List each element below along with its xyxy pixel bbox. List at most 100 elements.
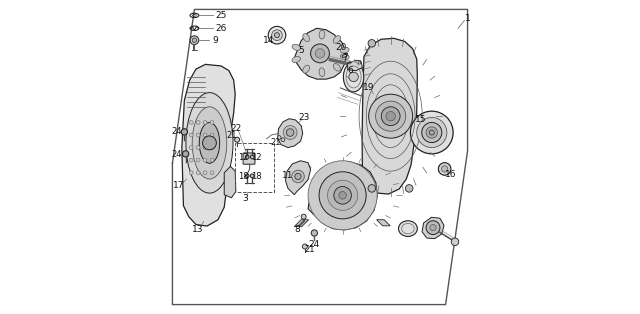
Ellipse shape (319, 68, 324, 77)
Text: 23: 23 (298, 113, 309, 122)
Circle shape (281, 138, 285, 142)
Text: 13: 13 (193, 225, 204, 234)
Ellipse shape (186, 93, 233, 193)
Circle shape (303, 244, 307, 249)
Circle shape (181, 129, 188, 135)
Circle shape (210, 158, 214, 162)
Circle shape (308, 161, 377, 230)
Circle shape (405, 185, 413, 192)
Polygon shape (348, 60, 362, 71)
Polygon shape (294, 220, 308, 227)
Circle shape (438, 163, 451, 175)
Circle shape (189, 146, 193, 149)
Circle shape (250, 155, 254, 159)
Circle shape (196, 158, 200, 162)
Circle shape (334, 187, 351, 204)
Circle shape (250, 174, 254, 178)
Ellipse shape (303, 34, 310, 42)
Text: 20: 20 (335, 43, 347, 51)
Circle shape (368, 40, 376, 47)
Circle shape (210, 171, 214, 175)
Text: 18: 18 (252, 172, 262, 181)
Circle shape (203, 136, 216, 150)
Circle shape (369, 94, 413, 138)
Circle shape (451, 238, 459, 246)
Circle shape (190, 36, 199, 45)
Circle shape (417, 117, 447, 148)
Circle shape (196, 171, 200, 175)
Circle shape (349, 72, 358, 82)
Circle shape (235, 137, 239, 142)
Text: 5: 5 (298, 46, 304, 55)
Text: 15: 15 (415, 115, 427, 124)
Text: 24: 24 (308, 240, 320, 249)
Text: 19: 19 (364, 83, 375, 92)
Text: 12: 12 (238, 154, 248, 162)
Circle shape (182, 151, 189, 157)
Text: 24: 24 (171, 127, 181, 136)
Circle shape (203, 158, 207, 162)
Circle shape (311, 230, 317, 236)
Ellipse shape (333, 36, 340, 43)
Circle shape (301, 214, 306, 219)
Circle shape (245, 155, 249, 159)
Circle shape (277, 136, 281, 139)
Ellipse shape (333, 63, 340, 71)
Circle shape (210, 146, 214, 149)
Circle shape (268, 26, 286, 44)
Circle shape (442, 166, 448, 172)
Circle shape (292, 170, 304, 183)
Circle shape (203, 146, 207, 149)
Ellipse shape (303, 65, 310, 73)
Circle shape (328, 180, 358, 210)
Text: 11: 11 (282, 171, 294, 180)
Text: 22: 22 (230, 124, 241, 133)
Circle shape (284, 126, 297, 139)
Circle shape (368, 185, 376, 192)
Circle shape (271, 30, 282, 41)
Circle shape (319, 172, 366, 219)
Circle shape (189, 171, 193, 175)
Polygon shape (308, 162, 377, 230)
Circle shape (410, 111, 453, 154)
Circle shape (210, 133, 214, 137)
Ellipse shape (292, 44, 301, 50)
Circle shape (196, 146, 200, 149)
Text: 6: 6 (347, 66, 353, 75)
Text: 14: 14 (262, 36, 274, 45)
Circle shape (426, 221, 440, 235)
Polygon shape (295, 28, 346, 79)
Circle shape (316, 49, 324, 58)
Circle shape (386, 111, 396, 121)
Polygon shape (362, 38, 417, 194)
Circle shape (287, 129, 294, 136)
Text: 18: 18 (237, 172, 248, 181)
Circle shape (203, 121, 207, 124)
Circle shape (210, 121, 214, 124)
Text: 24: 24 (171, 150, 181, 159)
Text: 26: 26 (216, 24, 227, 33)
Circle shape (295, 173, 301, 180)
Ellipse shape (342, 54, 347, 57)
FancyBboxPatch shape (243, 153, 255, 164)
Circle shape (310, 44, 330, 63)
Text: 12: 12 (252, 154, 262, 162)
Circle shape (426, 127, 437, 138)
Text: 7: 7 (342, 53, 348, 62)
Polygon shape (278, 119, 303, 148)
Circle shape (429, 130, 435, 135)
Circle shape (203, 171, 207, 175)
Ellipse shape (319, 30, 324, 39)
Circle shape (189, 158, 193, 162)
Ellipse shape (192, 107, 227, 179)
Text: 17: 17 (173, 181, 184, 190)
Circle shape (245, 174, 249, 178)
Circle shape (192, 38, 196, 42)
Circle shape (422, 122, 442, 143)
Text: 25: 25 (216, 11, 227, 20)
Circle shape (196, 121, 200, 124)
Circle shape (189, 133, 193, 137)
Text: 16: 16 (445, 170, 456, 179)
Circle shape (275, 33, 280, 38)
Text: 9: 9 (212, 36, 218, 45)
